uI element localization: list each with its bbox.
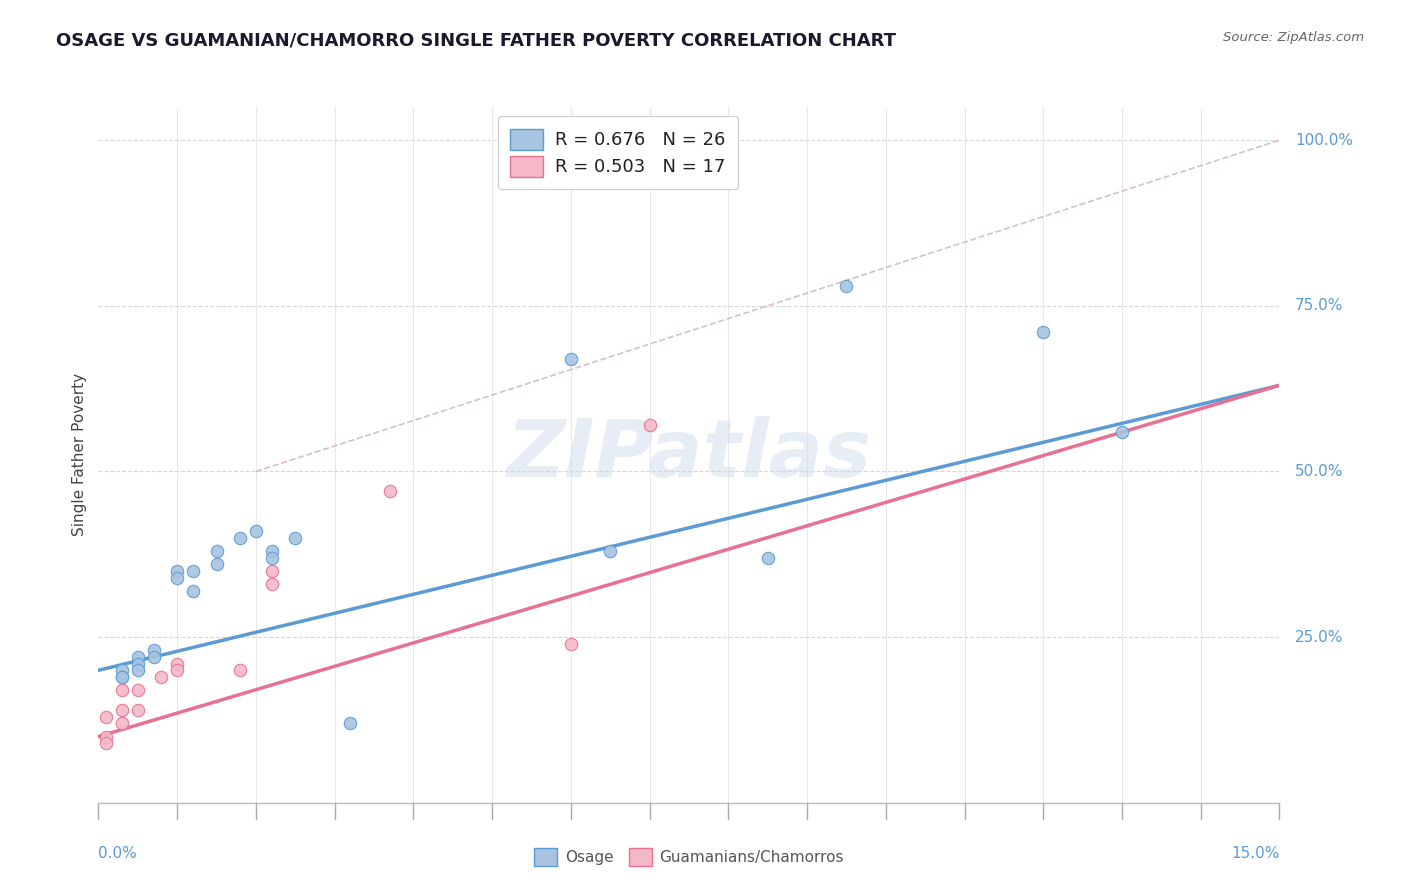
Y-axis label: Single Father Poverty: Single Father Poverty bbox=[72, 374, 87, 536]
Point bbox=[111, 670, 134, 684]
Text: Source: ZipAtlas.com: Source: ZipAtlas.com bbox=[1223, 31, 1364, 45]
Point bbox=[560, 351, 582, 366]
Text: 100.0%: 100.0% bbox=[1295, 133, 1353, 148]
Point bbox=[111, 663, 134, 677]
Point bbox=[96, 736, 118, 750]
Text: 25.0%: 25.0% bbox=[1295, 630, 1344, 645]
Text: 50.0%: 50.0% bbox=[1295, 464, 1344, 479]
Text: ZIPatlas: ZIPatlas bbox=[506, 416, 872, 494]
Point bbox=[260, 550, 283, 565]
Point bbox=[260, 564, 283, 578]
Text: 75.0%: 75.0% bbox=[1295, 298, 1344, 313]
Point bbox=[111, 716, 134, 731]
Point bbox=[1111, 425, 1133, 439]
Point bbox=[339, 716, 361, 731]
Point bbox=[127, 703, 149, 717]
Point bbox=[638, 418, 661, 433]
Point bbox=[127, 683, 149, 698]
Text: 15.0%: 15.0% bbox=[1232, 846, 1279, 861]
Point bbox=[284, 531, 307, 545]
Point bbox=[378, 484, 401, 499]
Point bbox=[835, 279, 858, 293]
Point bbox=[127, 650, 149, 665]
Legend: Osage, Guamanians/Chamorros: Osage, Guamanians/Chamorros bbox=[529, 842, 849, 871]
Point bbox=[756, 550, 779, 565]
Point bbox=[1032, 326, 1054, 340]
Point bbox=[127, 663, 149, 677]
Point bbox=[181, 583, 204, 598]
Point bbox=[181, 564, 204, 578]
Point bbox=[229, 531, 252, 545]
Point bbox=[260, 544, 283, 558]
Point bbox=[96, 709, 118, 723]
Point bbox=[142, 650, 165, 665]
Point bbox=[142, 643, 165, 657]
Point bbox=[127, 657, 149, 671]
Point bbox=[111, 703, 134, 717]
Point bbox=[150, 670, 173, 684]
Text: OSAGE VS GUAMANIAN/CHAMORRO SINGLE FATHER POVERTY CORRELATION CHART: OSAGE VS GUAMANIAN/CHAMORRO SINGLE FATHE… bbox=[56, 31, 896, 49]
Point bbox=[166, 657, 188, 671]
Point bbox=[260, 577, 283, 591]
Point bbox=[245, 524, 267, 538]
Point bbox=[111, 670, 134, 684]
Point bbox=[166, 570, 188, 584]
Point bbox=[599, 544, 621, 558]
Point bbox=[166, 564, 188, 578]
Point bbox=[96, 730, 118, 744]
Point bbox=[111, 683, 134, 698]
Point bbox=[205, 558, 228, 572]
Point bbox=[560, 637, 582, 651]
Point bbox=[205, 544, 228, 558]
Point bbox=[166, 663, 188, 677]
Point bbox=[229, 663, 252, 677]
Text: 0.0%: 0.0% bbox=[98, 846, 138, 861]
